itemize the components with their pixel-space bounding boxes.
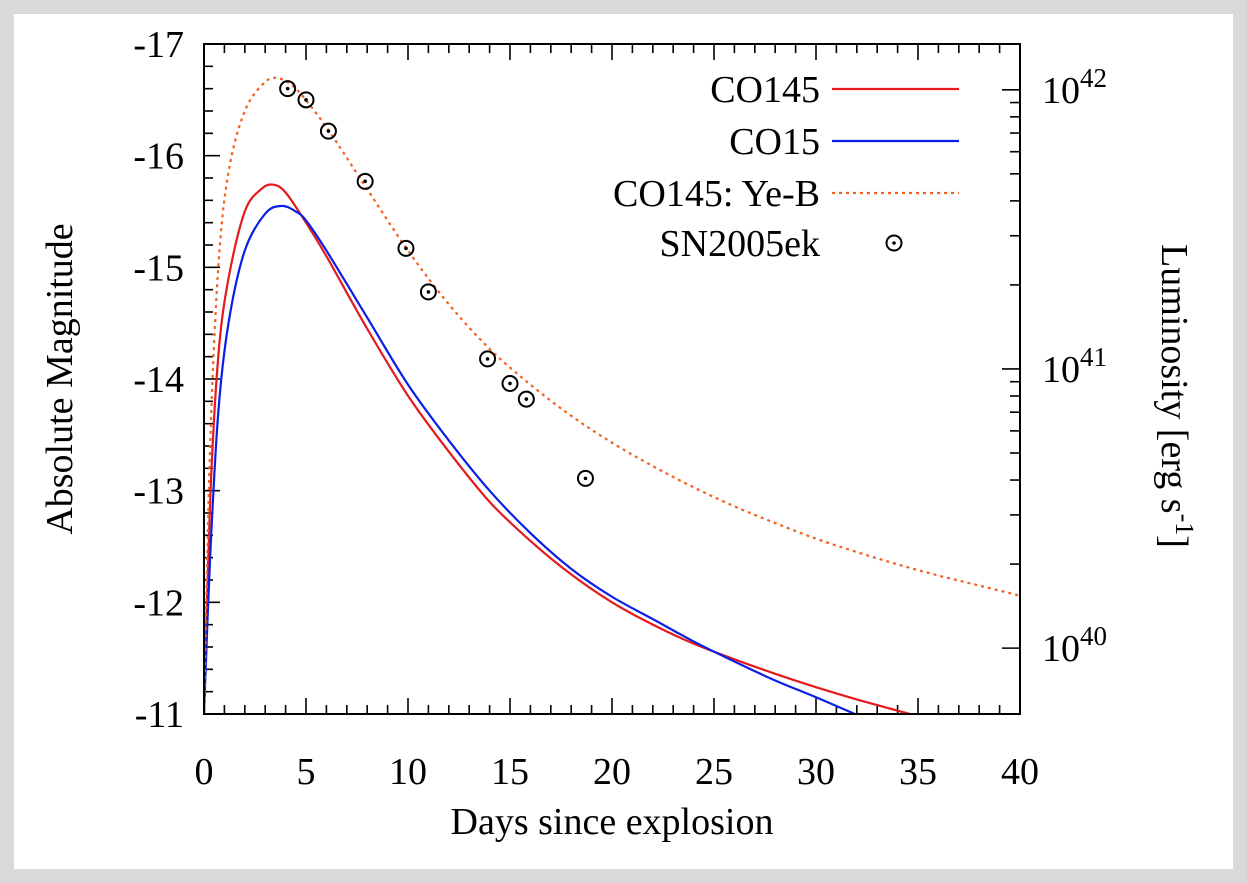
marker-ring: [501, 374, 519, 392]
legend-marker: [885, 234, 903, 252]
series-line-co145: [204, 183, 911, 714]
x-tick-label: 0: [195, 751, 214, 793]
x-tick-label: 5: [297, 751, 316, 793]
y-tick-label: -17: [133, 24, 184, 66]
data-point: [279, 80, 297, 98]
marker-ring: [397, 239, 415, 257]
marker-dot: [524, 397, 529, 401]
marker-ring: [517, 390, 535, 408]
legend: CO145 CO15 CO145: Ye-B SN2005ek: [613, 69, 959, 265]
plot-frame: [203, 43, 1021, 715]
data-point: [419, 283, 437, 301]
y2-axis-label: Luminosity [erg s-1]: [1153, 244, 1199, 548]
x-tick-label: 25: [695, 751, 733, 793]
marker-dot: [304, 98, 308, 102]
x-tick-label: 20: [593, 751, 631, 793]
data-point: [501, 374, 519, 392]
y-tick-label: -16: [133, 136, 184, 178]
legend-label: SN2005ek: [660, 223, 820, 265]
y2-axis-label-sup: -1: [1170, 514, 1199, 536]
marker-dot: [404, 246, 408, 251]
y-axis-label: Absolute Magnitude: [39, 223, 81, 534]
y-tick-label: -12: [133, 582, 184, 624]
data-point: [397, 239, 415, 257]
marker-ring: [319, 122, 337, 140]
marker-dot: [583, 476, 588, 481]
x-tick-label: 30: [797, 751, 835, 793]
y2-tick-label: 1040: [1042, 621, 1107, 670]
x-axis-label: Days since explosion: [451, 801, 774, 843]
series-layer: [204, 76, 1020, 714]
marker-dot: [326, 129, 331, 133]
marker-dot: [285, 86, 290, 91]
marker-ring: [576, 469, 594, 487]
legend-label: CO145: [710, 69, 820, 111]
y-tick-label: -11: [135, 694, 184, 736]
marker-dot: [485, 357, 490, 361]
x-tick-label: 15: [491, 751, 529, 793]
x-tick-label: 10: [389, 751, 427, 793]
data-point: [479, 350, 497, 368]
axis-ticks: [203, 43, 1021, 715]
data-point: [517, 390, 535, 408]
x-tick-label: 35: [899, 751, 937, 793]
data-point: [356, 172, 374, 190]
figure-panel: 0 5 10 15 20 25 30 35 40 -11 -12 -13 -14 -15 -16 -17 104…: [14, 14, 1233, 869]
legend-marker-dot: [892, 241, 896, 245]
y2-tick-label: 1041: [1042, 342, 1107, 391]
data-point: [297, 91, 315, 109]
data-point: [319, 122, 337, 140]
y2-axis-label-text: Luminosity [erg s: [1153, 244, 1195, 514]
series-line-co145-ye-b: [204, 76, 1020, 714]
chart: 0 5 10 15 20 25 30 35 40 -11 -12 -13 -14 -15 -16 -17 104…: [39, 24, 1199, 843]
marker-dot: [426, 290, 431, 294]
legend-label: CO145: Ye-B: [613, 173, 820, 215]
y2-axis-label-end: ]: [1153, 535, 1195, 548]
legend-label: CO15: [729, 121, 820, 163]
y-tick-label: -15: [133, 247, 184, 289]
y-tick-label: -14: [133, 359, 184, 401]
marker-dot: [363, 179, 367, 184]
marker-ring: [356, 172, 374, 190]
series-line-co15: [204, 204, 856, 714]
marker-ring: [279, 80, 297, 98]
x-tick-label: 40: [1001, 751, 1039, 793]
marker-ring: [297, 91, 315, 109]
marker-dot: [508, 381, 512, 386]
marker-ring: [419, 283, 437, 301]
y2-tick-label: 1042: [1042, 63, 1107, 112]
marker-ring: [479, 350, 497, 368]
data-point: [576, 469, 594, 487]
tick-labels: 0 5 10 15 20 25 30 35 40 -11 -12 -13 -14 -15 -16 -17 104…: [133, 24, 1107, 793]
y-tick-label: -13: [133, 471, 184, 513]
